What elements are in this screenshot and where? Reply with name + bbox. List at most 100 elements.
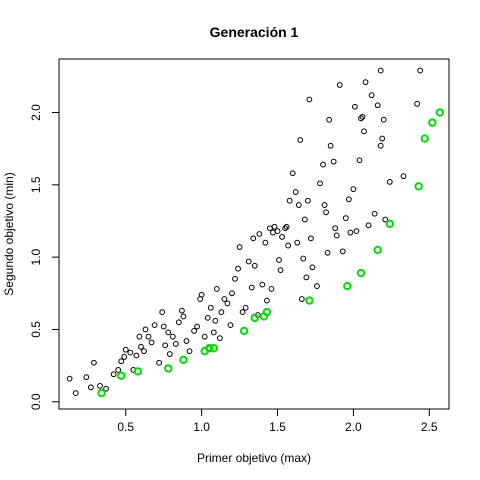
point-black (279, 233, 285, 240)
point-black (148, 339, 155, 346)
point-black (250, 235, 257, 242)
point-black (374, 102, 381, 109)
point-black (292, 189, 299, 195)
point-green (373, 245, 382, 255)
point-black (236, 244, 243, 250)
point-black (303, 274, 310, 281)
point-black (377, 142, 384, 149)
y-axis: 0.0 0.5 1.0 1.5 2.0 (29, 104, 60, 410)
point-black (309, 264, 316, 271)
point-black (207, 304, 214, 311)
point-black (347, 229, 354, 236)
y-tick-label: 2.0 (29, 104, 43, 121)
point-black (97, 382, 103, 389)
point-black (368, 92, 375, 99)
point-black (103, 385, 109, 392)
point-green (164, 364, 173, 373)
point-black (306, 96, 313, 103)
point-black (166, 351, 173, 357)
point-black (142, 326, 149, 333)
point-black (301, 216, 308, 223)
point-black (239, 309, 246, 315)
point-black (204, 314, 211, 321)
point-black (227, 322, 234, 329)
y-axis-label: Segundo objetivo (min) (2, 172, 16, 295)
point-black (359, 113, 366, 120)
point-black (121, 354, 128, 360)
point-black (323, 209, 329, 216)
point-black (235, 265, 241, 272)
x-tick-label: 0.5 (117, 420, 134, 434)
point-black (314, 283, 320, 289)
point-black (66, 375, 73, 382)
point-black (259, 281, 266, 288)
point-green (343, 281, 352, 291)
point-black (83, 374, 90, 381)
point-black (127, 349, 134, 356)
point-black (198, 291, 205, 298)
point-black (179, 307, 185, 314)
point-black (362, 79, 369, 86)
point-black (353, 228, 360, 235)
point-black (242, 304, 249, 311)
point-black (379, 135, 386, 142)
point-black (115, 367, 122, 373)
point-green (356, 268, 366, 278)
point-green (435, 108, 445, 117)
point-green (250, 313, 259, 323)
point-black (304, 197, 311, 204)
point-black (245, 258, 252, 265)
point-black (308, 235, 314, 242)
point-black (169, 333, 176, 340)
point-black (358, 115, 364, 122)
x-axis: 0.5 1.0 1.5 2.0 2.5 (117, 408, 438, 434)
point-green (205, 344, 214, 353)
point-black (330, 158, 337, 165)
point-black (229, 290, 235, 297)
y-tick-label: 0.0 (29, 393, 43, 410)
point-black (175, 319, 182, 326)
point-black (256, 231, 263, 237)
point-black (274, 228, 281, 235)
point-black (332, 225, 339, 232)
point-black (382, 216, 389, 223)
point-black (345, 196, 352, 203)
point-black (210, 329, 217, 336)
point-black (414, 100, 421, 107)
point-black (326, 116, 333, 123)
point-black (122, 346, 129, 353)
point-black (283, 223, 290, 230)
point-black (251, 262, 258, 269)
point-green (420, 134, 429, 143)
point-black (159, 309, 166, 315)
point-black (400, 173, 407, 180)
point-black (295, 202, 302, 208)
point-black (282, 225, 289, 232)
point-black (224, 300, 231, 307)
point-black (327, 142, 334, 149)
point-black (333, 232, 340, 239)
x-axis-label: Primer objetivo (max) (197, 451, 311, 465)
point-black (386, 179, 393, 185)
point-black (298, 296, 305, 302)
point-black (286, 197, 293, 204)
point-black (218, 309, 225, 315)
point-black (110, 371, 117, 378)
point-black (271, 223, 278, 230)
point-black (263, 297, 270, 304)
point-black (377, 67, 384, 74)
point-black (138, 343, 144, 350)
point-black (248, 284, 255, 291)
point-black (145, 333, 152, 340)
point-black (136, 333, 143, 340)
y-tick-label: 1.0 (29, 248, 43, 265)
point-black (156, 359, 163, 366)
point-black (417, 67, 424, 74)
point-black (294, 239, 301, 246)
point-black (289, 170, 296, 177)
point-black (371, 210, 378, 217)
point-black (285, 242, 292, 249)
point-black (277, 267, 284, 274)
point-black (213, 286, 220, 292)
plot-frame (58, 58, 450, 410)
